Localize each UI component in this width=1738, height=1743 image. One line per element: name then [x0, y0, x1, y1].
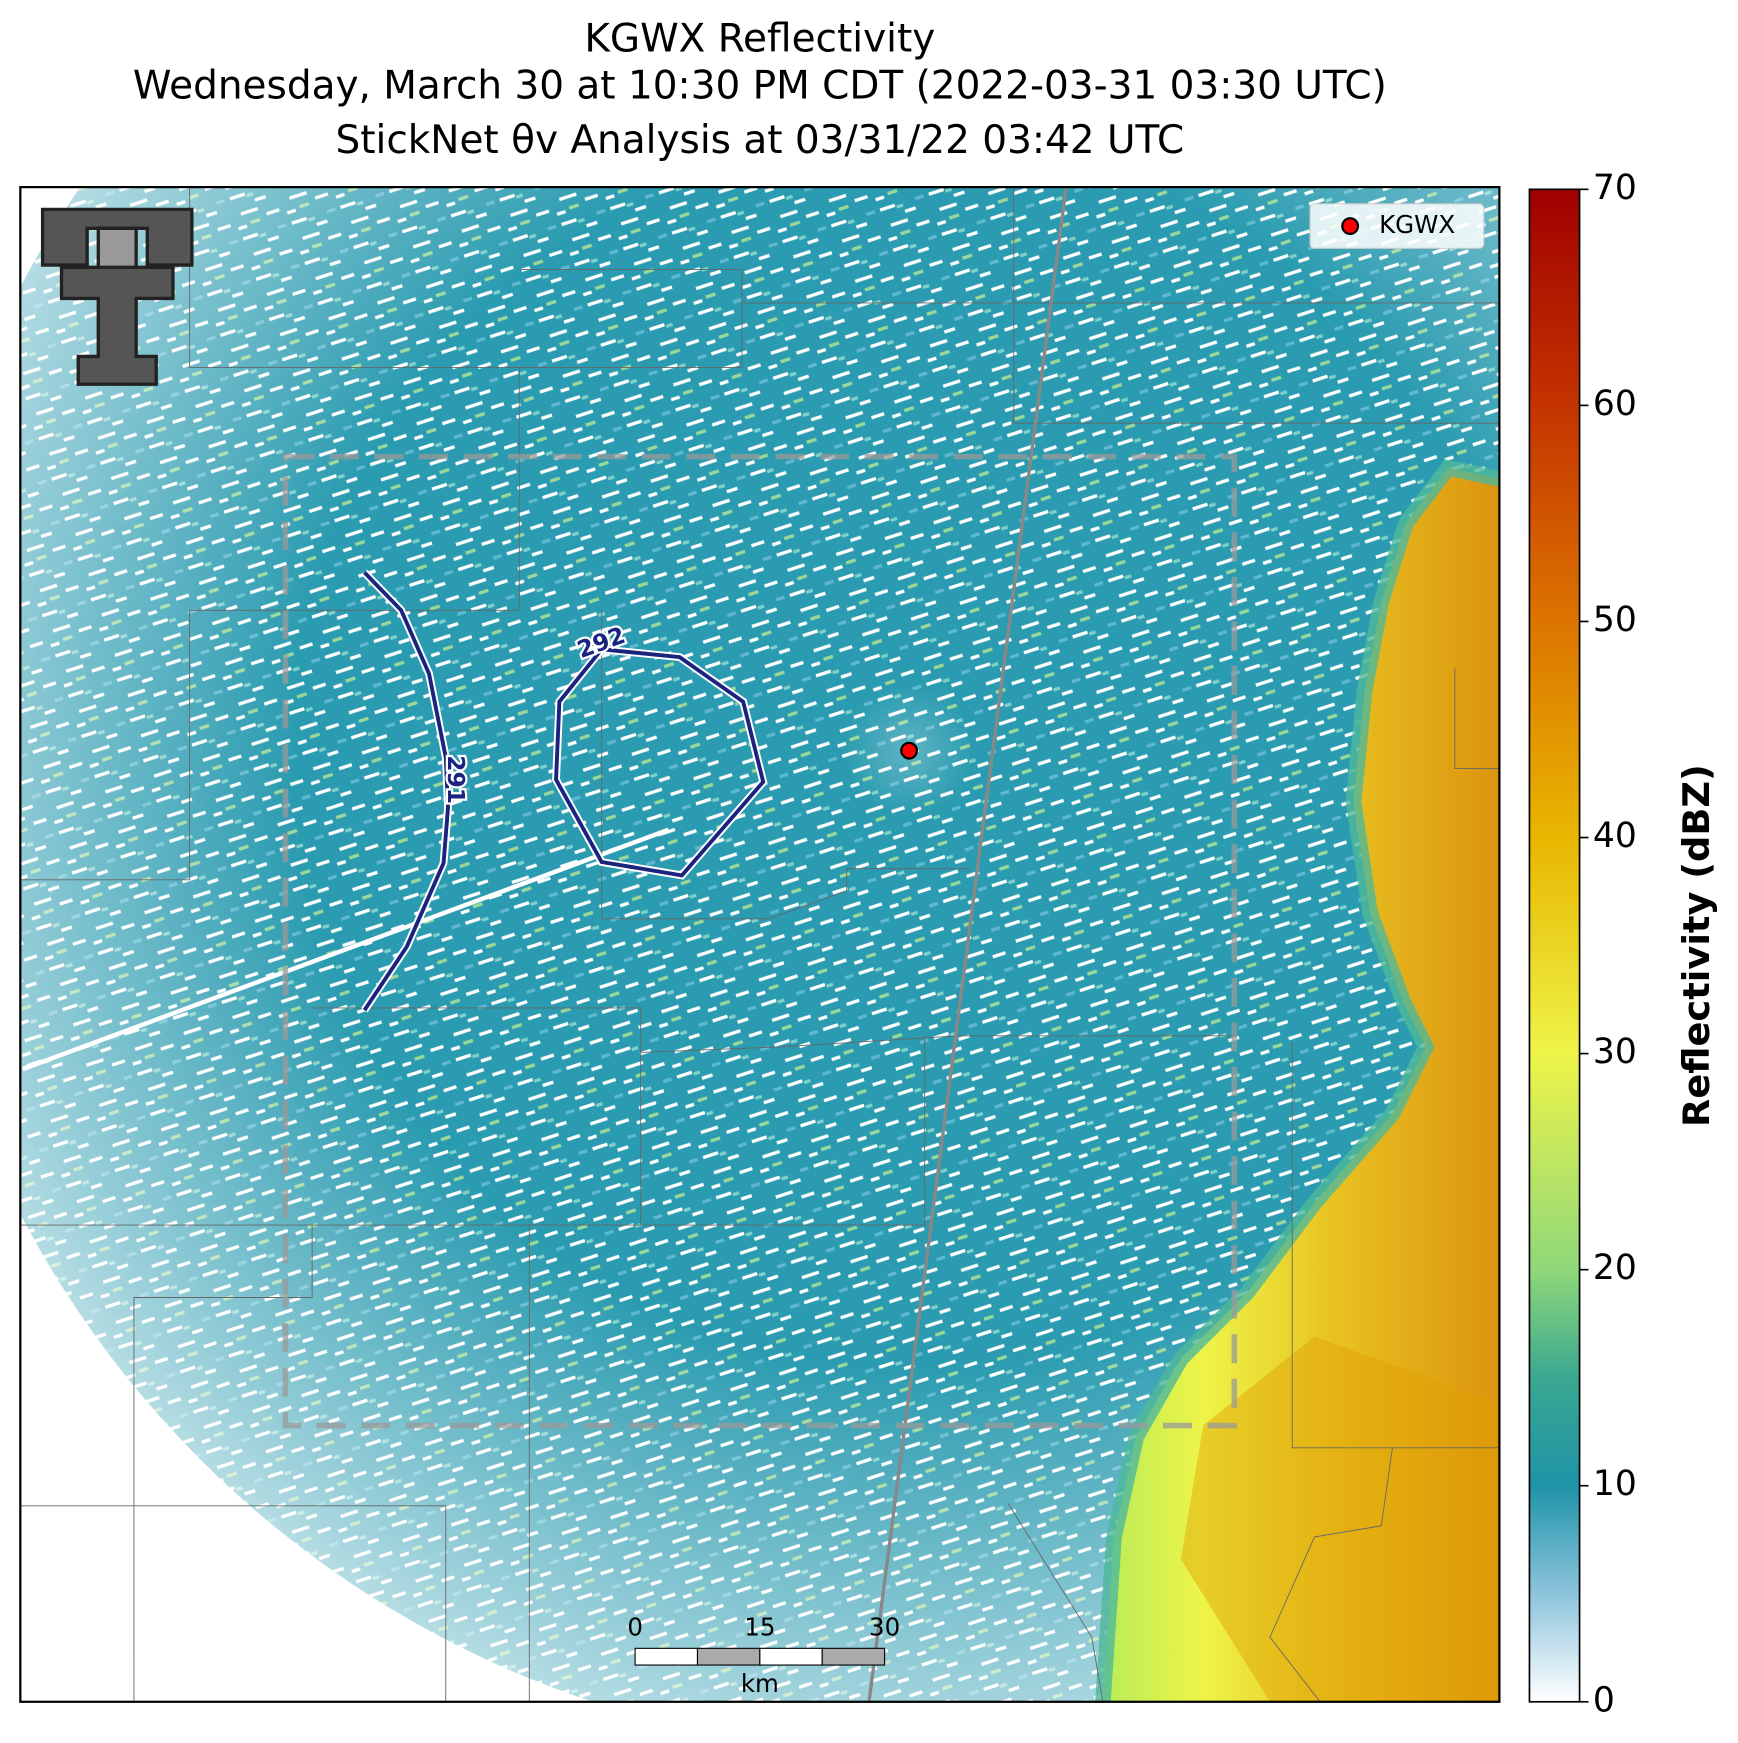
colorbar-tick-label: 60 — [1593, 384, 1637, 424]
contour-line — [362, 571, 450, 1012]
contour-line — [554, 647, 766, 878]
scale-segment — [759, 1647, 823, 1666]
ttu-logo — [40, 207, 194, 386]
colorbar-tick-label: 50 — [1593, 600, 1637, 640]
scale-tick-label: 15 — [744, 1612, 775, 1641]
scale-segment — [821, 1647, 886, 1666]
scale-unit: km — [741, 1669, 779, 1698]
colorbar-tick-label: 20 — [1593, 1248, 1637, 1288]
legend-box — [1309, 203, 1485, 249]
legend-label: KGWX — [1379, 210, 1455, 239]
county-lines — [20, 187, 1500, 1702]
radar-site — [900, 741, 919, 760]
colorbar-tick-label: 30 — [1593, 1032, 1637, 1072]
colorbar-tick-label: 40 — [1593, 816, 1637, 856]
chart-title: Wednesday, March 30 at 10:30 PM CDT (202… — [133, 63, 1387, 108]
colorbar-label: Reflectivity (dBZ) — [1675, 764, 1718, 1127]
storm-edge — [1095, 459, 1500, 1702]
scale-tick-label: 30 — [869, 1612, 900, 1641]
colorbar-tick-label: 0 — [1593, 1680, 1615, 1720]
contour-label: 291 — [442, 755, 470, 804]
colorbar-tick-label: 70 — [1593, 168, 1637, 208]
chart-title: StickNet θv Analysis at 03/31/22 03:42 U… — [335, 118, 1184, 163]
highway — [867, 187, 1068, 1702]
colorbar-tick-label: 10 — [1593, 1464, 1637, 1504]
storm-region — [1102, 467, 1500, 1702]
storm-core — [1180, 1336, 1500, 1702]
scale-bar: 0 15 30 km — [627, 1612, 900, 1698]
scale-segment — [634, 1647, 699, 1666]
chart-title: KGWX Reflectivity — [584, 17, 935, 62]
beam-blockage — [21, 827, 670, 1072]
colorbar-scale — [1528, 188, 1581, 1703]
scale-segment — [696, 1647, 761, 1666]
analysis-domain — [282, 453, 1238, 1429]
map-frame — [19, 185, 1501, 1703]
legend-marker — [1341, 217, 1360, 235]
colorbar: 0 10 20 30 40 50 60 70 Reflectivity (dBZ) — [1528, 168, 1718, 1720]
scale-tick-label: 0 — [627, 1612, 643, 1641]
legend: KGWX — [900, 203, 1485, 760]
